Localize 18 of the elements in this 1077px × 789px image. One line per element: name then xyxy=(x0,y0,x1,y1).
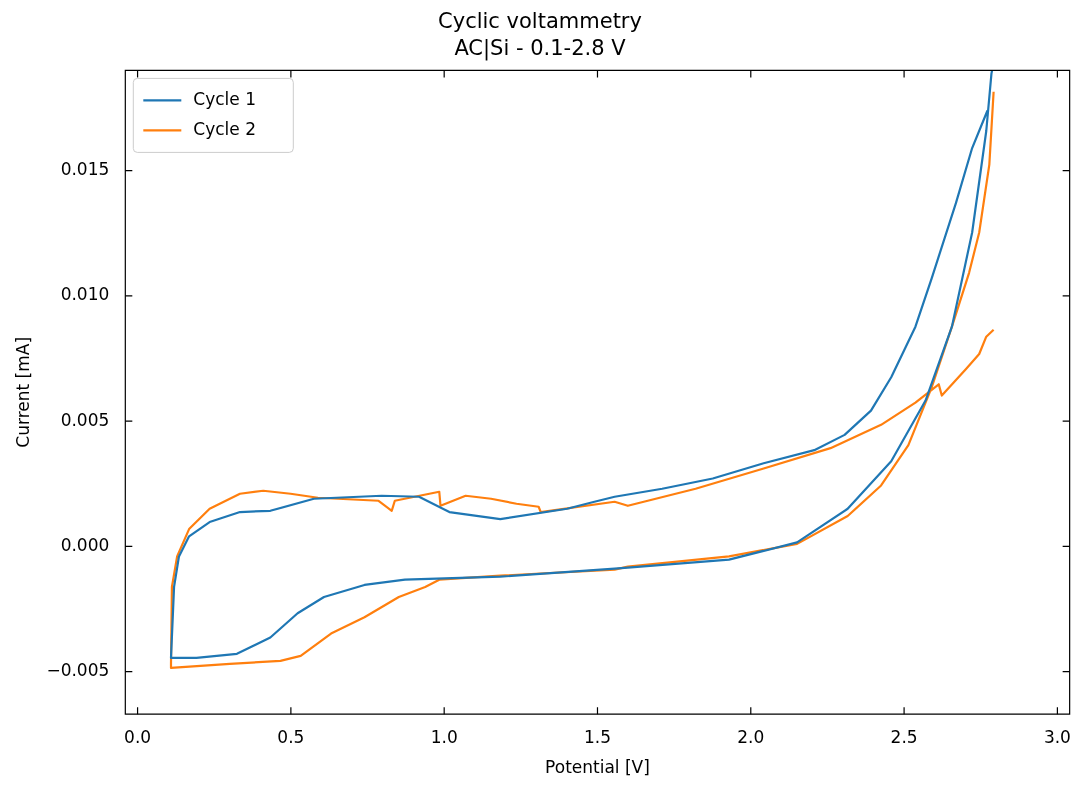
x-tick-label: 2.0 xyxy=(737,726,765,747)
y-tick-label: 0.000 xyxy=(60,534,110,555)
x-tick-label: 3.0 xyxy=(1043,726,1071,747)
y-tick-label: 0.015 xyxy=(60,159,110,180)
x-tick-label: 2.5 xyxy=(890,726,918,747)
chart-title: Cyclic voltammetry xyxy=(438,9,642,34)
y-tick-label: −0.005 xyxy=(46,660,110,681)
legend-label: Cycle 2 xyxy=(193,118,256,139)
x-tick-label: 1.5 xyxy=(583,726,612,747)
x-tick-label: 1.0 xyxy=(430,726,458,747)
x-axis-title: Potential [V] xyxy=(545,757,650,778)
chart-subtitle: AC|Si - 0.1-2.8 V xyxy=(454,36,627,62)
y-tick-label: 0.010 xyxy=(60,284,110,305)
x-tick-label: 0.5 xyxy=(277,726,305,747)
y-axis-title: Current [mA] xyxy=(12,336,33,448)
y-tick-label: 0.005 xyxy=(60,409,110,430)
legend-label: Cycle 1 xyxy=(193,88,256,109)
x-tick-label: 0.0 xyxy=(124,726,152,747)
